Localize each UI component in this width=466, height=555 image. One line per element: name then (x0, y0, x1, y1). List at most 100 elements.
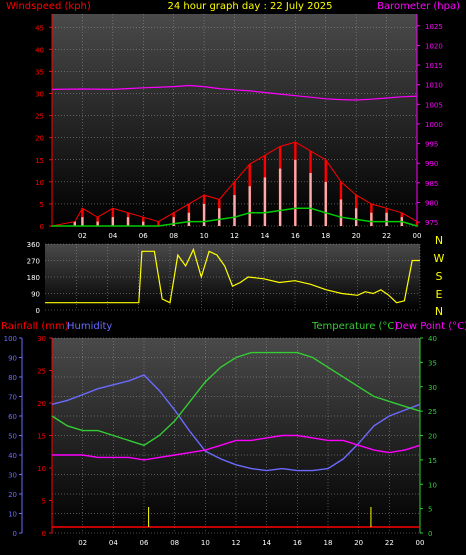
compass-label: W (434, 252, 445, 265)
wind-axis-label: Windspeed (kph) (6, 1, 91, 12)
temperature-tick-label: 35 (428, 359, 437, 367)
temperature-tick-label: 25 (428, 408, 437, 416)
humidity-tick-label: 90 (8, 355, 17, 363)
windspeed-bar (263, 177, 267, 226)
rain-x-tick-label: 08 (170, 539, 179, 547)
compass-label: N (435, 234, 443, 247)
barometer-tick-label: 980 (425, 199, 438, 207)
windspeed-bar (309, 173, 312, 226)
dewpoint-line (52, 434, 421, 461)
temperature-tick-label: 10 (428, 481, 437, 489)
windspeed-bar (278, 168, 282, 226)
windspeed-bar (218, 208, 221, 226)
humidity-axis-label: Humidity (67, 321, 112, 332)
wind-x-tick-label: 16 (291, 232, 300, 240)
direction-tick-label: 90 (31, 291, 40, 299)
rain-x-tick-label: 18 (324, 539, 333, 547)
gust-bar (157, 221, 160, 226)
graph-title: 24 hour graph day : 22 July 2025 (167, 1, 332, 12)
humidity-line (51, 374, 421, 472)
direction-tick-label: 270 (27, 258, 40, 266)
wind-x-tick-label: 04 (108, 232, 117, 240)
wind-x-tick-label: 10 (200, 232, 209, 240)
rain-x-tick-label: 20 (354, 539, 363, 547)
direction-tick-label: 0 (36, 307, 40, 315)
temperature-tick-label: 0 (428, 530, 432, 538)
wind-x-tick-label: 14 (260, 232, 269, 240)
barometer-tick-label: 1015 (425, 62, 443, 70)
gust-bar (415, 221, 419, 226)
wind-tick-label: 15 (35, 157, 44, 165)
wind-tick-label: 25 (35, 113, 44, 121)
wind-x-tick-label: 12 (230, 232, 239, 240)
direction-tick-label: 180 (27, 274, 40, 282)
rain-tick-label: 25 (37, 368, 46, 376)
rain-x-tick-label: 00 (416, 539, 425, 547)
temperature-tick-label: 20 (428, 433, 437, 441)
wind-x-tick-label: 18 (321, 232, 330, 240)
windspeed-bar (324, 181, 327, 226)
wind-tick-label: 20 (35, 135, 44, 143)
windspeed-bar (142, 221, 145, 226)
rain-x-tick-label: 12 (232, 539, 241, 547)
rain-x-tick-label: 04 (109, 539, 118, 547)
rain-x-tick-label: 02 (78, 539, 87, 547)
rain-tick-label: 30 (37, 335, 46, 343)
windspeed-bar (354, 208, 358, 226)
temperature-tick-label: 15 (428, 457, 437, 465)
humidity-tick-label: 30 (8, 472, 17, 480)
wind-tick-label: 10 (35, 179, 44, 187)
gust-line (51, 141, 418, 227)
windspeed-bar (385, 212, 388, 226)
wind-tick-label: 40 (35, 46, 44, 54)
windspeed-bar (248, 186, 251, 226)
wind-tick-label: 0 (40, 223, 44, 231)
compass-label: S (436, 270, 443, 283)
windspeed-bar (81, 217, 84, 226)
windspeed-bar (202, 203, 206, 226)
rain-x-tick-label: 14 (262, 539, 271, 547)
humidity-tick-label: 20 (8, 491, 17, 499)
wind-tick-label: 35 (35, 68, 44, 76)
barometer-tick-label: 990 (425, 160, 438, 168)
humidity-tick-label: 40 (8, 452, 17, 460)
windspeed-bar (172, 217, 175, 226)
windspeed-bar (339, 199, 343, 226)
rain-x-tick-label: 10 (201, 539, 210, 547)
avg-wind-line (52, 207, 418, 227)
winddir-line (45, 247, 420, 304)
wind-x-tick-label: 06 (139, 232, 148, 240)
rain-x-tick-label: 22 (385, 539, 394, 547)
temperature-tick-label: 5 (428, 506, 432, 514)
wind-tick-label: 30 (35, 91, 44, 99)
barometer-line (51, 84, 418, 101)
direction-tick-label: 360 (27, 241, 40, 249)
barometer-tick-label: 1000 (425, 121, 443, 129)
windspeed-bar (96, 221, 99, 226)
rain-tick-label: 20 (37, 400, 46, 408)
temperature-tick-label: 30 (428, 384, 437, 392)
windspeed-bar (111, 217, 115, 226)
wind-tick-label: 45 (35, 24, 44, 32)
humidity-tick-label: 80 (8, 374, 17, 382)
wind-x-tick-label: 02 (78, 232, 87, 240)
wind-tick-label: 5 (40, 201, 44, 209)
humidity-tick-label: 60 (8, 413, 17, 421)
wind-x-tick-label: 00 (413, 232, 422, 240)
barometer-tick-label: 985 (425, 180, 438, 188)
barometer-axis-label: Barometer (hpa) (377, 1, 460, 12)
barometer-tick-label: 1025 (425, 23, 443, 31)
compass-label: N (435, 305, 443, 318)
wind-x-tick-label: 22 (382, 232, 391, 240)
barometer-tick-label: 1020 (425, 42, 443, 50)
rain-tick-label: 5 (42, 498, 46, 506)
gust-bar (111, 208, 115, 226)
rainfall-axis-label: Rainfall (mm) (1, 321, 69, 332)
windspeed-bar (294, 159, 297, 226)
windspeed-bar (73, 221, 77, 226)
barometer-tick-label: 995 (425, 141, 438, 149)
gust-bar (81, 208, 84, 226)
compass-label: E (436, 288, 443, 301)
